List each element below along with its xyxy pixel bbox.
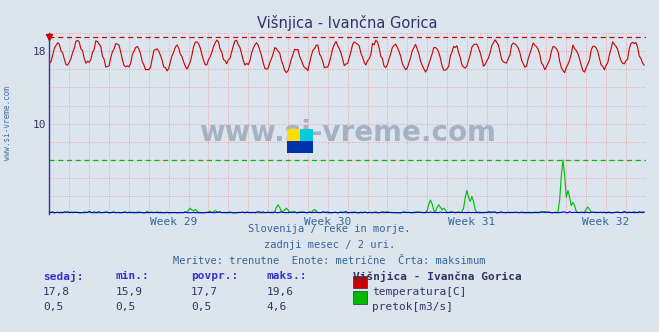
Text: temperatura[C]: temperatura[C]: [372, 287, 467, 296]
Text: pretok[m3/s]: pretok[m3/s]: [372, 302, 453, 312]
Text: 17,8: 17,8: [43, 287, 70, 296]
Text: Slovenija / reke in morje.: Slovenija / reke in morje.: [248, 224, 411, 234]
Text: 4,6: 4,6: [267, 302, 287, 312]
Text: sedaj:: sedaj:: [43, 271, 83, 282]
Title: Višnjica - Ivančna Gorica: Višnjica - Ivančna Gorica: [258, 15, 438, 31]
Text: maks.:: maks.:: [267, 271, 307, 281]
Text: 19,6: 19,6: [267, 287, 294, 296]
Text: Meritve: trenutne  Enote: metrične  Črta: maksimum: Meritve: trenutne Enote: metrične Črta: …: [173, 256, 486, 266]
Text: povpr.:: povpr.:: [191, 271, 239, 281]
Text: 15,9: 15,9: [115, 287, 142, 296]
Text: zadnji mesec / 2 uri.: zadnji mesec / 2 uri.: [264, 240, 395, 250]
Text: www.si-vreme.com: www.si-vreme.com: [199, 119, 496, 147]
Polygon shape: [300, 129, 313, 141]
Text: Višnjica - Ivančna Gorica: Višnjica - Ivančna Gorica: [353, 271, 521, 282]
Text: 17,7: 17,7: [191, 287, 218, 296]
Text: 0,5: 0,5: [115, 302, 136, 312]
Polygon shape: [287, 141, 313, 153]
Polygon shape: [287, 129, 300, 141]
Text: min.:: min.:: [115, 271, 149, 281]
Text: 0,5: 0,5: [191, 302, 212, 312]
Text: www.si-vreme.com: www.si-vreme.com: [3, 86, 13, 160]
Text: 0,5: 0,5: [43, 302, 63, 312]
